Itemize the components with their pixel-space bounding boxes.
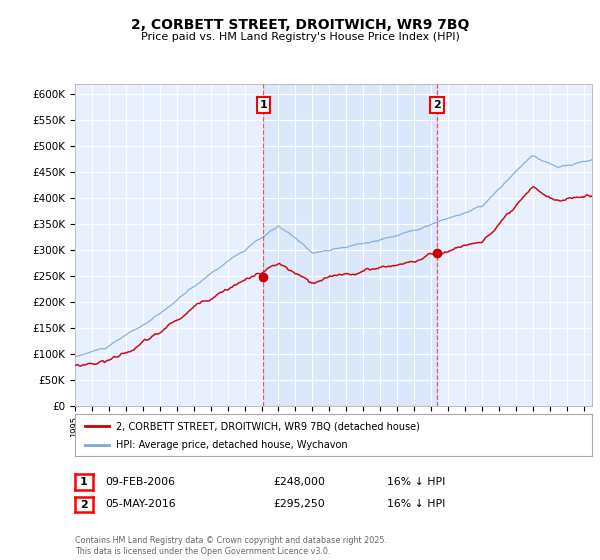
Text: 1: 1 bbox=[80, 477, 88, 487]
Text: Contains HM Land Registry data © Crown copyright and database right 2025.
This d: Contains HM Land Registry data © Crown c… bbox=[75, 536, 387, 556]
Text: £295,250: £295,250 bbox=[273, 499, 325, 509]
Text: HPI: Average price, detached house, Wychavon: HPI: Average price, detached house, Wych… bbox=[116, 441, 348, 450]
Text: 09-FEB-2006: 09-FEB-2006 bbox=[105, 477, 175, 487]
Text: 2, CORBETT STREET, DROITWICH, WR9 7BQ: 2, CORBETT STREET, DROITWICH, WR9 7BQ bbox=[131, 18, 469, 32]
Text: 2: 2 bbox=[80, 500, 88, 510]
Text: 16% ↓ HPI: 16% ↓ HPI bbox=[387, 499, 445, 509]
Text: £248,000: £248,000 bbox=[273, 477, 325, 487]
Text: 16% ↓ HPI: 16% ↓ HPI bbox=[387, 477, 445, 487]
Text: 2: 2 bbox=[433, 100, 441, 110]
Bar bbox=[263, 84, 437, 406]
Text: 05-MAY-2016: 05-MAY-2016 bbox=[105, 499, 176, 509]
Text: 2, CORBETT STREET, DROITWICH, WR9 7BQ (detached house): 2, CORBETT STREET, DROITWICH, WR9 7BQ (d… bbox=[116, 421, 420, 431]
Text: 1: 1 bbox=[259, 100, 267, 110]
Text: Price paid vs. HM Land Registry's House Price Index (HPI): Price paid vs. HM Land Registry's House … bbox=[140, 32, 460, 43]
